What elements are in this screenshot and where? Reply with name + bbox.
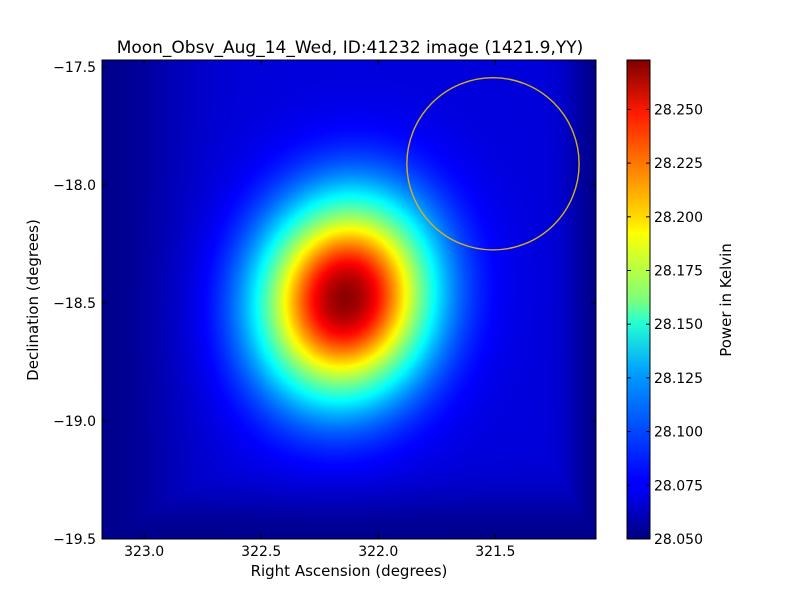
y-tick-label: −18.5	[53, 296, 96, 312]
colorbar-tick-label: 28.100	[654, 425, 703, 441]
colorbar-tick-label: 28.200	[654, 210, 703, 226]
x-tick-label: 322.5	[241, 544, 281, 560]
colorbar-tick-label: 28.150	[654, 317, 703, 333]
colorbar-tick-label: 28.225	[654, 156, 703, 172]
y-axis: −17.5 −18.0 −18.5 −19.0 −19.5	[53, 60, 596, 548]
x-axis-label: Right Ascension (degrees)	[251, 562, 448, 580]
y-tick-label: −17.5	[53, 60, 96, 76]
colorbar-label: Power in Kelvin	[717, 243, 735, 357]
y-axis-label: Declination (degrees)	[24, 219, 42, 381]
x-tick-label: 323.0	[124, 544, 164, 560]
x-tick-label: 321.5	[475, 544, 515, 560]
y-tick-label: −19.5	[53, 532, 96, 548]
colorbar-gradient	[626, 59, 651, 540]
colorbar-tick-label: 28.175	[654, 264, 703, 280]
colorbar-tick-label: 28.075	[654, 478, 703, 494]
colorbar: 28.050 28.075 28.100 28.125 28.150 28.175 28.2…	[626, 59, 735, 548]
y-tick-label: −18.0	[53, 178, 96, 194]
x-axis: 323.0 322.5 322.0 321.5	[124, 60, 515, 560]
colorbar-tick-label: 28.250	[654, 102, 703, 118]
colorbar-tick-label: 28.050	[654, 532, 703, 548]
plot-area	[101, 59, 597, 540]
chart-title: Moon_Obsv_Aug_14_Wed, ID:41232 image (14…	[117, 38, 584, 58]
annotation-circle	[406, 76, 580, 251]
y-tick-label: −19.0	[53, 414, 96, 430]
heatmap-image	[102, 60, 596, 539]
x-tick-label: 322.0	[358, 544, 398, 560]
colorbar-ticks: 28.050 28.075 28.100 28.125 28.150 28.175 28.2…	[627, 102, 703, 548]
colorbar-tick-label: 28.125	[654, 371, 703, 387]
plot-frame	[101, 59, 597, 540]
